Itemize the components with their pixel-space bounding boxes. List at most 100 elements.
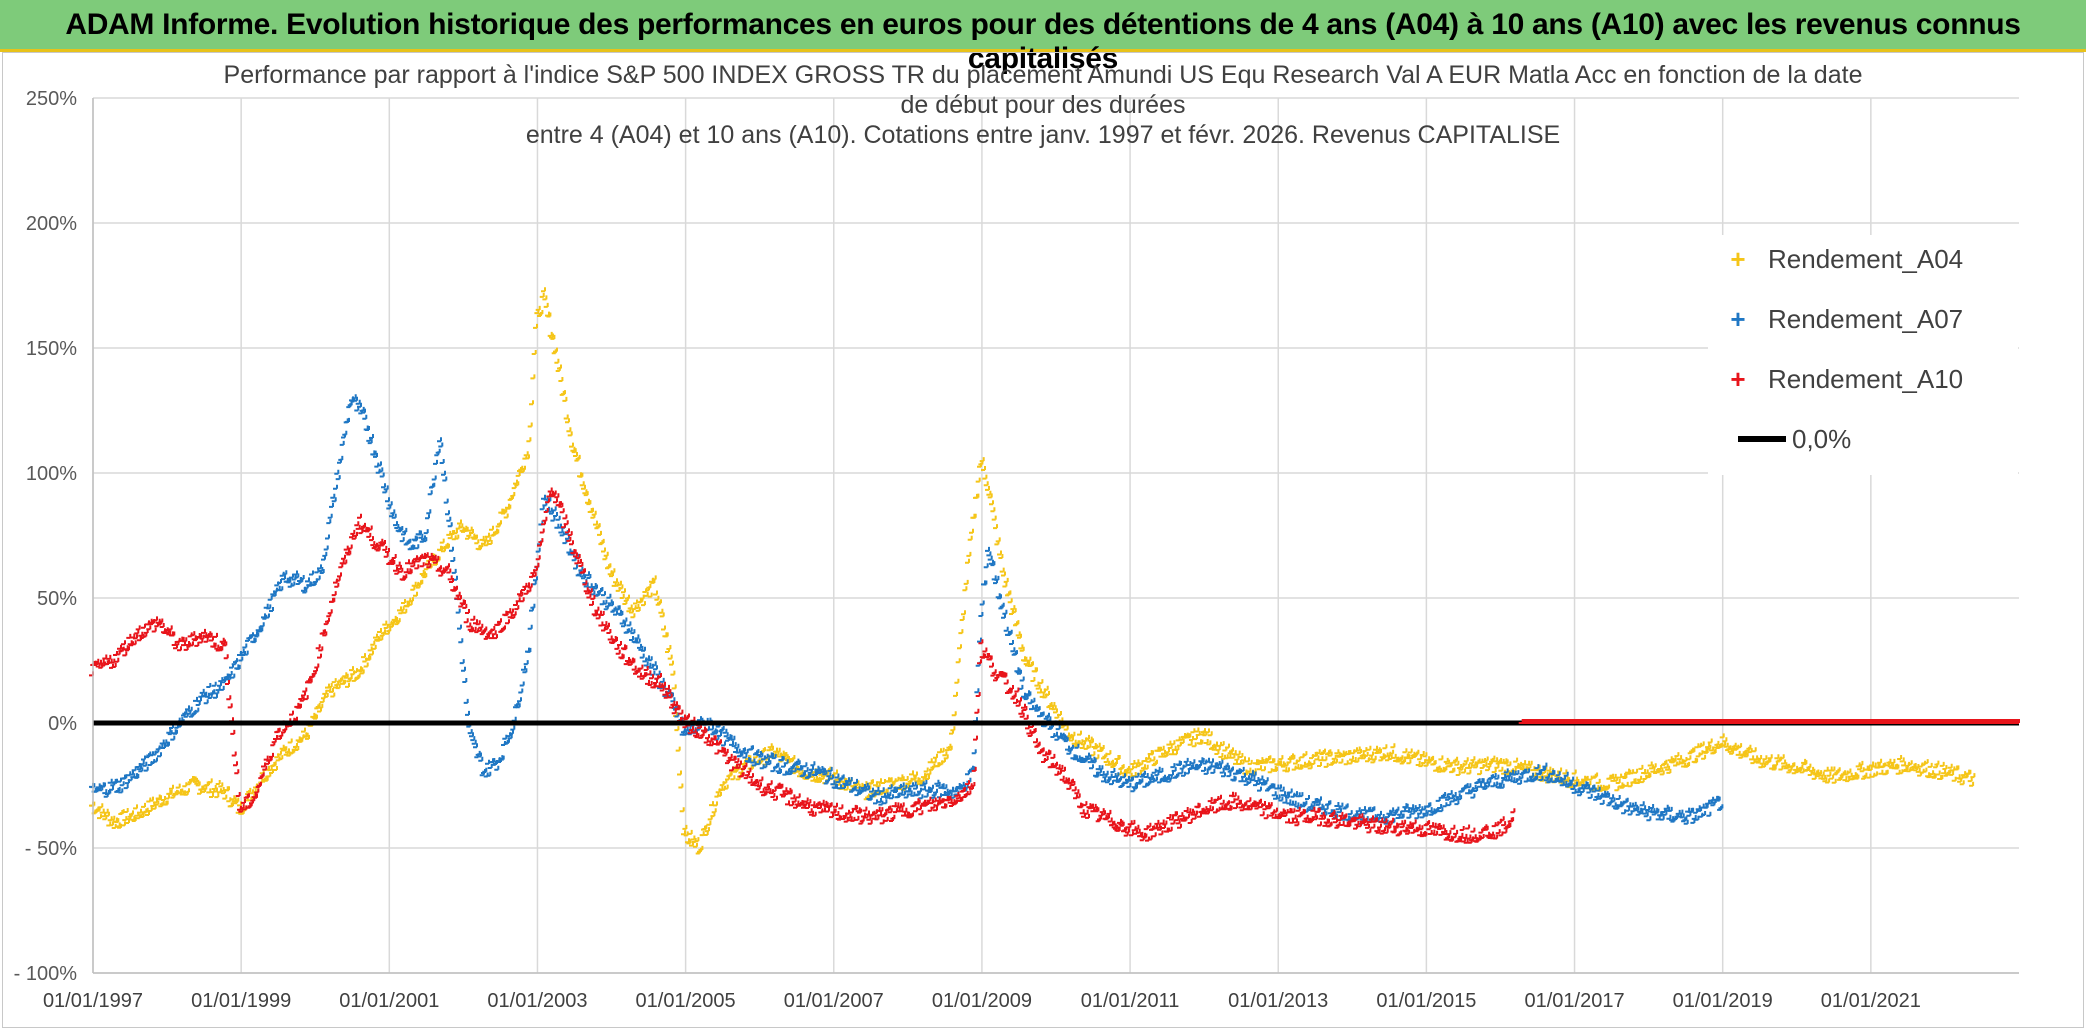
data-point (942, 784, 948, 790)
data-point (950, 726, 956, 732)
data-point (1695, 805, 1701, 811)
data-point (947, 745, 953, 751)
data-point (423, 529, 429, 535)
data-point (1442, 802, 1448, 808)
data-point (326, 519, 332, 525)
data-point (967, 535, 973, 541)
data-point (258, 627, 264, 633)
data-point (1389, 807, 1395, 813)
data-point (457, 519, 462, 525)
data-point (1302, 751, 1308, 757)
data-point (995, 593, 1001, 599)
data-point (402, 527, 408, 533)
data-point (1113, 760, 1118, 765)
data-point (1291, 814, 1297, 820)
data-point (1175, 760, 1181, 766)
data-point (1038, 679, 1044, 685)
data-point (1657, 765, 1663, 770)
data-point (325, 617, 330, 623)
data-point (146, 625, 152, 631)
data-point (1015, 631, 1021, 637)
data-point (230, 729, 236, 735)
data-point (359, 669, 365, 675)
data-point (617, 609, 622, 615)
data-point (233, 761, 238, 767)
data-point (563, 414, 569, 420)
data-point (982, 474, 988, 480)
data-point (1178, 769, 1184, 775)
data-point (609, 601, 614, 607)
data-point (1207, 731, 1213, 737)
data-point (869, 787, 874, 793)
data-point (987, 555, 993, 561)
data-point (166, 728, 172, 734)
data-point (1277, 784, 1282, 790)
data-point (447, 575, 453, 581)
data-point (170, 735, 176, 741)
data-point (357, 402, 362, 408)
data-point (551, 506, 557, 512)
data-point (386, 627, 392, 633)
data-point (847, 777, 853, 782)
data-point (635, 606, 641, 612)
data-point (1534, 764, 1540, 770)
data-point (591, 510, 597, 516)
data-point (1819, 771, 1825, 777)
data-point (517, 590, 522, 596)
data-point (1966, 769, 1972, 775)
data-point (143, 766, 149, 772)
data-point (1633, 804, 1639, 810)
data-point (771, 754, 777, 760)
data-point (557, 364, 562, 370)
data-point (414, 544, 420, 550)
data-point (630, 629, 636, 635)
data-point (1323, 805, 1329, 811)
data-point (606, 593, 612, 599)
data-point (1686, 755, 1692, 761)
data-point (1454, 760, 1460, 766)
data-point (1435, 796, 1441, 802)
legend-marker-zero (1738, 436, 1786, 442)
data-point (1159, 745, 1165, 751)
data-point (1477, 782, 1483, 788)
data-point (195, 633, 201, 638)
chart-canvas: 250%200%150%100%50%0%- 50%- 100%01/01/19… (14, 88, 2020, 1012)
data-point (391, 554, 397, 559)
data-point (315, 644, 321, 650)
data-point (1390, 743, 1396, 749)
data-point (1737, 743, 1743, 749)
data-point (1811, 774, 1817, 780)
data-point (1646, 816, 1652, 822)
data-point (427, 490, 433, 496)
data-point (377, 628, 382, 633)
data-point (1723, 742, 1729, 748)
data-point (681, 830, 686, 836)
data-point (1685, 761, 1691, 767)
data-point (1923, 759, 1929, 765)
data-point (547, 487, 553, 493)
data-point (1305, 760, 1310, 766)
data-point (333, 484, 338, 490)
series-rendement_a10-zero-tail (1518, 719, 2020, 724)
data-point (323, 545, 329, 551)
data-point (1421, 759, 1427, 765)
data-point (1117, 818, 1122, 824)
data-point (1854, 774, 1860, 780)
data-point (955, 783, 961, 788)
data-point (1590, 784, 1596, 790)
data-point (1009, 685, 1014, 690)
data-point (1029, 661, 1034, 667)
data-point (1149, 750, 1154, 756)
report-banner: ADAM Informe. Evolution historique des p… (0, 0, 2086, 75)
data-point (1706, 811, 1712, 817)
data-point (562, 396, 568, 402)
data-point (1026, 729, 1032, 735)
data-point (645, 679, 650, 685)
data-point (1949, 770, 1955, 776)
data-point (1134, 759, 1140, 765)
data-point (1929, 770, 1935, 776)
data-point (991, 575, 997, 581)
data-point (545, 311, 550, 317)
data-point (507, 734, 513, 740)
data-point (433, 459, 438, 465)
